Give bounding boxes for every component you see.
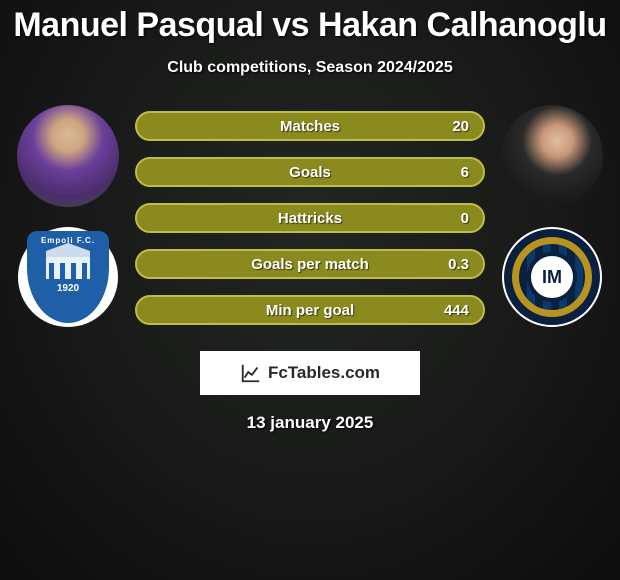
fctables-chart-icon	[240, 362, 262, 384]
source-logo-text: FcTables.com	[268, 363, 380, 383]
inter-badge-icon: IM	[504, 229, 600, 325]
stat-value-right: 0.3	[448, 256, 469, 273]
stat-bars: Matches 20 Goals 6 Hattricks 0 Goals per match…	[135, 105, 485, 325]
stat-label: Hattricks	[278, 210, 342, 227]
player-left-avatar	[17, 105, 119, 207]
stat-label: Min per goal	[266, 302, 354, 319]
source-logo: FcTables.com	[200, 351, 420, 395]
stat-bar: Hattricks 0	[135, 203, 485, 233]
stat-bar: Min per goal 444	[135, 295, 485, 325]
subtitle: Club competitions, Season 2024/2025	[0, 59, 620, 77]
stat-bar: Goals per match 0.3	[135, 249, 485, 279]
footer-date: 13 january 2025	[0, 413, 620, 433]
club-left-building-icon	[46, 251, 90, 279]
stat-label: Goals per match	[251, 256, 369, 273]
comparison-area: Empoli F.C. 1920 Matches 20 Goals 6 Hattrick…	[0, 105, 620, 327]
player-left-club-badge: Empoli F.C. 1920	[18, 227, 118, 327]
stat-label: Matches	[280, 118, 340, 135]
right-player-column: IM	[497, 105, 607, 327]
stat-label: Goals	[289, 164, 331, 181]
club-left-year: 1920	[57, 283, 79, 294]
stat-value-right: 6	[461, 164, 469, 181]
stat-value-right: 20	[452, 118, 469, 135]
player-right-avatar	[501, 105, 603, 207]
stat-value-right: 444	[444, 302, 469, 319]
left-player-column: Empoli F.C. 1920	[13, 105, 123, 327]
stat-bar: Goals 6	[135, 157, 485, 187]
player-right-club-badge: IM	[502, 227, 602, 327]
stat-value-right: 0	[461, 210, 469, 227]
page-title: Manuel Pasqual vs Hakan Calhanoglu	[0, 0, 620, 45]
stat-bar: Matches 20	[135, 111, 485, 141]
empoli-shield-icon: Empoli F.C. 1920	[27, 231, 109, 323]
